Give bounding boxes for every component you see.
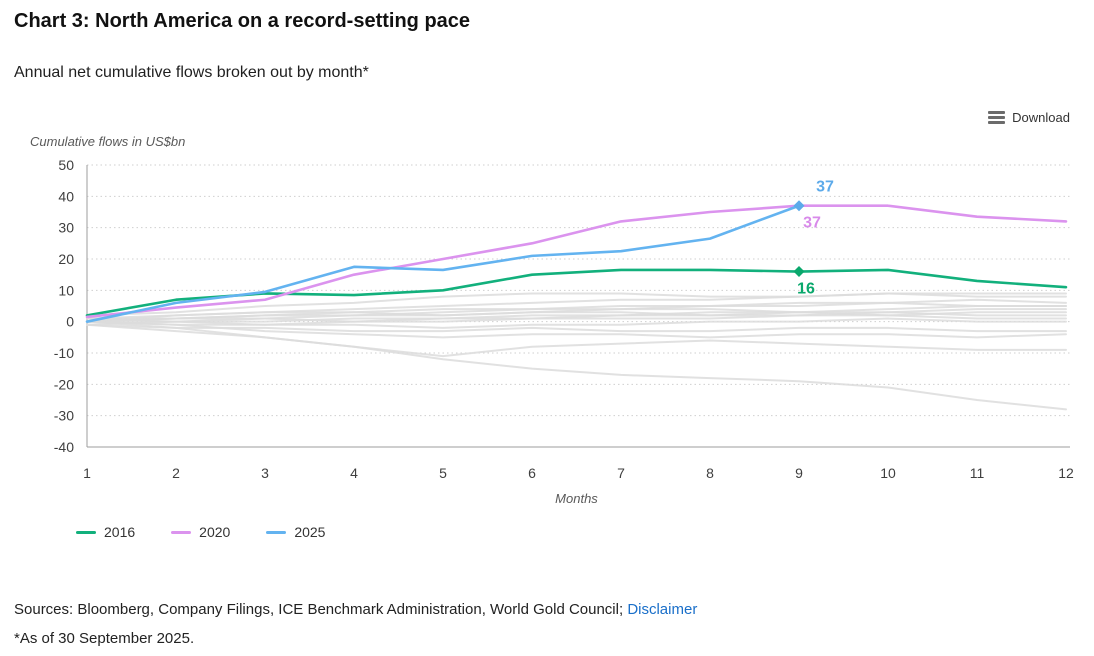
- disclaimer-link[interactable]: Disclaimer: [627, 601, 698, 618]
- background-year-line: [86, 301, 1067, 320]
- x-tick-label: 12: [1058, 465, 1074, 481]
- legend-label: 2020: [199, 524, 231, 540]
- chart-area: 50 40 30 20 10 0 -10 -20 -30 -40 1 2 3 4 5 6 7 8 9 10 11 12 Mo…: [0, 135, 1094, 521]
- data-point-marker-2025: [793, 200, 805, 212]
- background-year-line: [86, 320, 1067, 411]
- data-point-marker-2016: [793, 266, 805, 278]
- background-year-line: [86, 311, 1067, 323]
- y-tick-label: 50: [58, 157, 74, 173]
- y-tick-label: -10: [54, 345, 74, 361]
- x-tick-label: 10: [880, 465, 896, 481]
- page-title: Chart 3: North America on a record-setti…: [14, 10, 471, 32]
- y-axis-unit-label: Cumulative flows in US$bn: [30, 134, 186, 149]
- background-year-line: [86, 317, 1067, 329]
- x-tick-label: 2: [172, 465, 180, 481]
- x-tick-label: 1: [83, 465, 91, 481]
- legend-swatch-icon: [266, 530, 287, 534]
- y-tick-label: 20: [58, 251, 74, 267]
- hamburger-menu-icon: [988, 111, 1006, 124]
- x-axis-label: Months: [555, 491, 598, 506]
- background-year-line: [86, 292, 1067, 317]
- x-tick-label: 3: [261, 465, 269, 481]
- value-label-2025: 37: [816, 179, 834, 196]
- background-year-line: [86, 320, 1067, 339]
- download-button[interactable]: Download: [988, 110, 1070, 125]
- series-line-2020: [85, 204, 1068, 319]
- y-tick-label: -30: [54, 408, 74, 424]
- x-tick-label: 6: [528, 465, 536, 481]
- sources-text: Sources: Bloomberg, Company Filings, ICE…: [14, 601, 628, 618]
- legend-item-2016[interactable]: 2016: [76, 524, 135, 540]
- y-tick-label: 10: [58, 282, 74, 298]
- legend-item-2025[interactable]: 2025: [266, 524, 325, 540]
- value-label-2020: 37: [803, 215, 821, 232]
- chart-legend: 2016 2020 2025: [76, 524, 325, 540]
- y-tick-label: 0: [66, 314, 74, 330]
- y-tick-label: 40: [58, 188, 74, 204]
- y-tick-label: -20: [54, 376, 74, 392]
- x-tick-label: 8: [706, 465, 714, 481]
- x-tick-label: 9: [795, 465, 803, 481]
- legend-label: 2016: [104, 524, 136, 540]
- background-year-line: [86, 305, 1067, 323]
- x-tick-label: 7: [617, 465, 625, 481]
- chart-subtitle: Annual net cumulative flows broken out b…: [14, 64, 369, 81]
- y-tick-label: 30: [58, 220, 74, 236]
- legend-label: 2025: [294, 524, 326, 540]
- x-tick-label: 11: [970, 465, 985, 481]
- x-tick-label: 4: [350, 465, 358, 481]
- legend-swatch-icon: [76, 530, 96, 534]
- background-year-line: [86, 323, 1067, 333]
- legend-item-2020[interactable]: 2020: [171, 524, 230, 540]
- series-line-2025: [85, 204, 801, 323]
- x-tick-label: 5: [439, 465, 447, 481]
- legend-swatch-icon: [171, 530, 192, 534]
- y-tick-label: -40: [54, 439, 74, 455]
- download-label: Download: [1012, 110, 1070, 125]
- value-label-2016: 16: [797, 281, 815, 298]
- sources-line: Sources: Bloomberg, Company Filings, ICE…: [14, 601, 697, 618]
- asof-note: *As of 30 September 2025.: [14, 630, 195, 647]
- background-year-line: [86, 311, 1067, 323]
